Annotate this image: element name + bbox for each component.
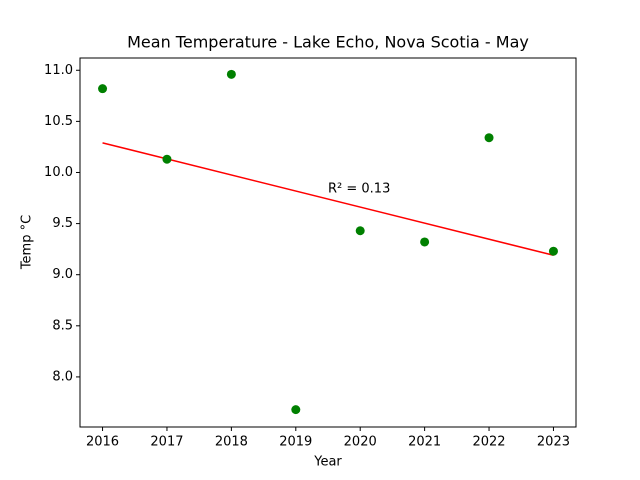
y-tick-label: 10.5 xyxy=(44,114,73,129)
point xyxy=(548,246,558,256)
annotation: R² = 0.13 xyxy=(328,182,390,197)
chart-title: Mean Temperature - Lake Echo, Nova Scoti… xyxy=(127,33,529,52)
x-tick-label: 2019 xyxy=(279,435,312,450)
point xyxy=(484,133,494,143)
y-tick-label: 10.0 xyxy=(44,165,73,180)
point xyxy=(226,69,236,79)
point xyxy=(162,154,172,164)
x-tick-label: 2018 xyxy=(215,435,248,450)
x-tick-label: 2020 xyxy=(344,435,377,450)
x-tick-label: 2023 xyxy=(537,435,570,450)
y-tick-label: 9.5 xyxy=(52,216,73,231)
y-tick-label: 8.5 xyxy=(52,318,73,333)
y-tick-label: 9.0 xyxy=(52,267,73,282)
x-tick-label: 2022 xyxy=(472,435,505,450)
point xyxy=(98,84,108,94)
y-tick-label: 11.0 xyxy=(44,63,73,78)
x-tick-label: 2017 xyxy=(150,435,183,450)
point xyxy=(355,226,365,236)
x-axis-label: Year xyxy=(313,455,342,470)
y-tick-label: 8.0 xyxy=(52,369,73,384)
plot-frame xyxy=(79,57,577,428)
y-axis-label: Temp °C xyxy=(20,215,35,270)
x-tick-label: 2016 xyxy=(86,435,119,450)
point xyxy=(420,237,430,247)
point xyxy=(291,405,301,415)
x-tick-label: 2021 xyxy=(408,435,441,450)
trend-line xyxy=(102,142,554,257)
